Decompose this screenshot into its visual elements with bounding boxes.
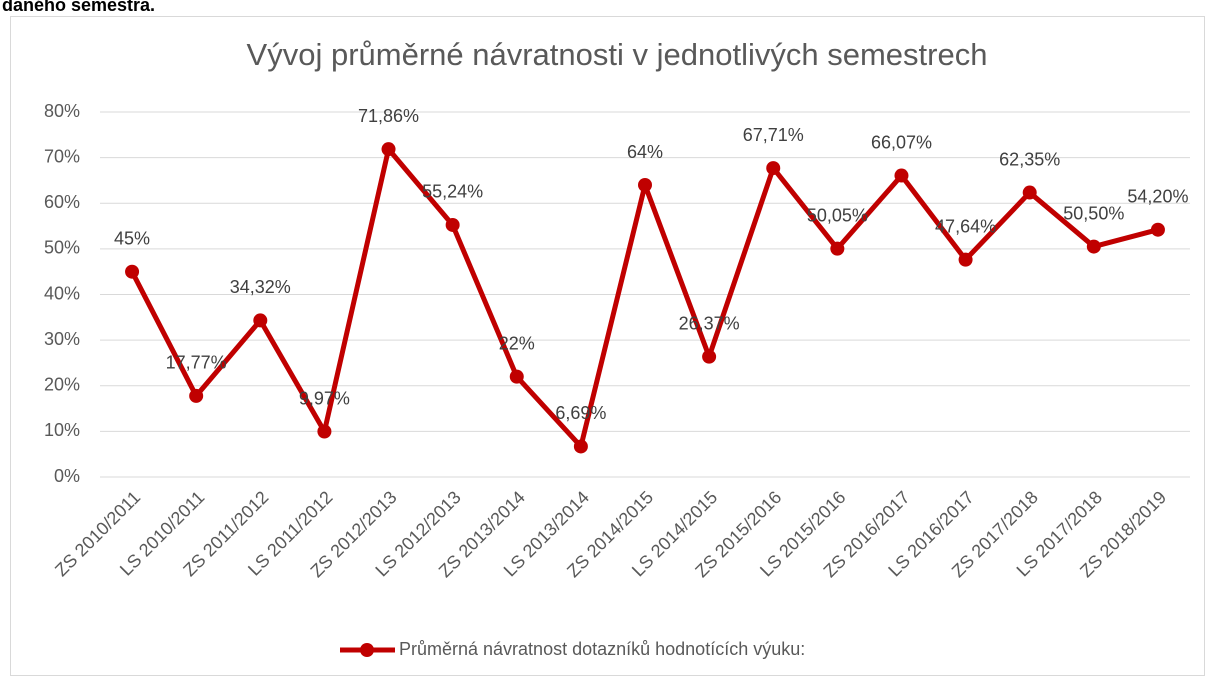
value-label: 22% xyxy=(499,333,535,353)
value-label: 26,37% xyxy=(679,313,740,333)
y-tick-label: 80% xyxy=(44,101,80,121)
chart-title: Vývoj průměrné návratnosti v jednotlivýc… xyxy=(247,37,988,72)
value-label: 62,35% xyxy=(999,149,1060,169)
value-label: 64% xyxy=(627,142,663,162)
data-point xyxy=(958,252,973,267)
legend-marker xyxy=(360,643,374,657)
header-text: daného semestra. xyxy=(2,0,155,15)
y-tick-label: 20% xyxy=(44,375,80,395)
value-label: 17,77% xyxy=(166,353,227,373)
data-point xyxy=(573,439,588,454)
value-label: 71,86% xyxy=(358,106,419,126)
value-label: 34,32% xyxy=(230,277,291,297)
legend-label: Průměrná návratnost dotazníků hodnotícíc… xyxy=(399,639,805,659)
value-label: 9,97% xyxy=(299,388,350,408)
data-point xyxy=(830,241,845,256)
data-point xyxy=(894,168,909,183)
data-point xyxy=(381,142,396,157)
value-label: 47,64% xyxy=(935,216,996,236)
y-tick-label: 0% xyxy=(54,466,80,486)
data-point xyxy=(445,217,460,232)
data-point xyxy=(702,349,717,364)
y-tick-label: 10% xyxy=(44,420,80,440)
y-tick-label: 40% xyxy=(44,283,80,303)
y-tick-label: 70% xyxy=(44,146,80,166)
value-label: 50,05% xyxy=(807,205,868,225)
value-label: 6,69% xyxy=(555,403,606,423)
value-label: 45% xyxy=(114,228,150,248)
value-label: 67,71% xyxy=(743,125,804,145)
value-label: 54,20% xyxy=(1127,186,1188,206)
y-tick-label: 50% xyxy=(44,238,80,258)
data-point xyxy=(638,178,652,192)
data-point xyxy=(317,424,332,439)
data-point xyxy=(766,161,781,176)
data-point xyxy=(253,313,268,328)
value-label: 55,24% xyxy=(422,182,483,202)
data-point xyxy=(1150,222,1165,237)
y-tick-label: 30% xyxy=(44,329,80,349)
value-label: 50,50% xyxy=(1063,203,1124,223)
y-tick-label: 60% xyxy=(44,192,80,212)
data-point xyxy=(189,388,204,403)
data-point xyxy=(1022,185,1037,200)
data-point xyxy=(1086,239,1101,254)
value-label: 66,07% xyxy=(871,132,932,152)
data-point xyxy=(509,369,524,384)
data-point xyxy=(125,264,140,279)
